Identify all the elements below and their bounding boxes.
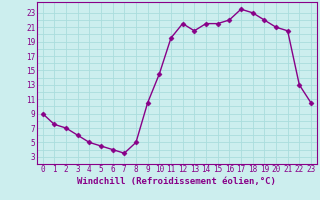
X-axis label: Windchill (Refroidissement éolien,°C): Windchill (Refroidissement éolien,°C): [77, 177, 276, 186]
